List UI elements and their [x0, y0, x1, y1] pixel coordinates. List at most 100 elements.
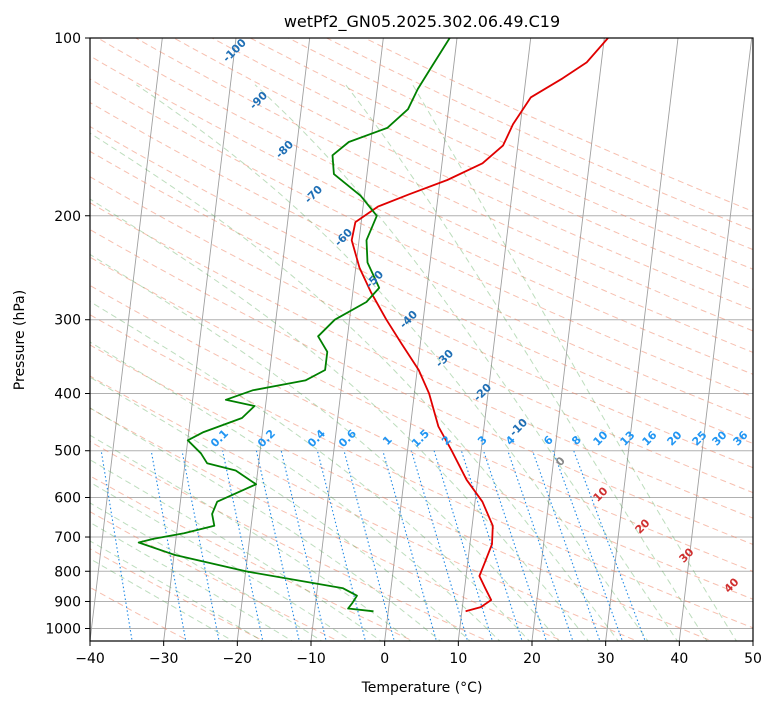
mixing-ratio-line [573, 450, 646, 641]
data-series [137, 38, 609, 613]
moist-adiabat-line [254, 84, 679, 641]
dry-adiabat-label: -100 [220, 36, 249, 65]
mixing-ratio-label: 25 [690, 429, 710, 449]
mixing-ratio-line [343, 450, 395, 641]
y-tick-label: 900 [54, 594, 81, 610]
x-tick-label: 20 [523, 651, 541, 667]
dry-adiabat-line [90, 78, 753, 398]
mixing-ratio-line [100, 450, 133, 641]
isotherm-line [310, 38, 384, 641]
x-tick-label: −40 [75, 651, 105, 667]
dry-adiabat-line [90, 284, 753, 600]
y-axis-label: Pressure (hPa) [12, 290, 28, 390]
mixing-ratio-label: 1.5 [409, 427, 432, 450]
moist-adiabat-line [90, 132, 619, 641]
dewpoint-profile [137, 38, 451, 613]
isotherm-line [752, 637, 753, 641]
mixing-ratio-line [222, 450, 264, 641]
x-tick-label: 0 [380, 651, 389, 667]
mixing-ratio-line [410, 450, 469, 641]
mixing-ratio-label: 8 [569, 433, 584, 448]
moist-adiabat-label: 40 [722, 575, 742, 595]
isotherm-line [531, 38, 605, 641]
mixing-ratio-line [382, 450, 437, 641]
mixing-ratio-label: 0.4 [305, 427, 328, 450]
dry-adiabat-line [90, 150, 753, 469]
y-tick-label: 600 [54, 490, 81, 506]
mixing-ratio-line [552, 450, 624, 641]
y-tick-label: 200 [54, 209, 81, 225]
moist-adiabat-line [412, 84, 738, 641]
isotherm-line [678, 38, 753, 641]
dry-adiabat-label: -60 [332, 226, 355, 249]
dry-adiabat-line [90, 229, 753, 545]
dry-adiabat-line [90, 55, 753, 375]
y-tick-label: 500 [54, 444, 81, 460]
x-tick-label: −20 [223, 651, 253, 667]
mixing-ratio-label: 13 [618, 429, 638, 449]
moist-adiabat-label: 20 [633, 516, 653, 536]
mixing-ratio-label: 6 [541, 433, 556, 448]
mixing-ratio-line [181, 450, 220, 641]
dry-adiabat-label: -70 [302, 183, 325, 206]
mixing-ratio-line [280, 450, 327, 641]
moist-adiabat-label: 10 [591, 484, 611, 504]
mixing-ratio-label: 16 [640, 428, 660, 448]
mixing-ratio-line [460, 450, 523, 641]
dry-adiabat-line [90, 126, 753, 445]
moist-adiabat-line [136, 84, 649, 641]
isotherm-line [163, 38, 237, 641]
background-grid [54, 38, 753, 644]
isotherm-line [90, 38, 163, 641]
dry-adiabat-line [325, 38, 753, 231]
mixing-ratio-label: 0.1 [208, 427, 231, 450]
temperature-profile [350, 38, 609, 613]
y-tick-label: 300 [54, 313, 81, 329]
mixing-ratio-label: 30 [710, 428, 730, 448]
x-axis-label: Temperature (°C) [361, 680, 483, 696]
mixing-ratio-label: 2 [439, 433, 454, 448]
dry-adiabat-line [90, 101, 753, 421]
dry-adiabat-label: -80 [273, 138, 296, 161]
mixing-ratio-line [255, 450, 300, 641]
moist-adiabat-line [90, 558, 234, 641]
mixing-ratio-line [482, 450, 547, 641]
x-tick-label: 30 [597, 651, 615, 667]
dry-adiabat-label: -20 [471, 381, 494, 404]
dry-adiabat-line [90, 256, 753, 572]
dry-adiabat-label: -40 [397, 308, 420, 331]
x-tick-label: 40 [670, 651, 688, 667]
y-tick-label: 800 [54, 564, 81, 580]
mixing-ratio-label: 10 [591, 428, 611, 448]
y-tick-label: 700 [54, 530, 81, 546]
y-axis-ticks: 100 200 300 400 500 600 700 800 900 1000 [45, 31, 90, 637]
dry-adiabat-line [90, 176, 753, 494]
dry-adiabat-line [90, 314, 753, 629]
mixing-ratio-label: 3 [475, 433, 490, 448]
moist-adiabat-line [90, 253, 560, 641]
dry-adiabat-label: -90 [247, 89, 270, 112]
x-tick-label: 50 [744, 651, 762, 667]
dry-adiabat-line [249, 38, 753, 270]
moist-adiabat-line [90, 502, 323, 641]
dry-adiabat-line [90, 407, 564, 641]
dry-adiabat-line [90, 548, 265, 641]
x-tick-label: −30 [149, 651, 179, 667]
dry-adiabat-line [90, 375, 639, 641]
mixing-ratio-label: 36 [731, 428, 751, 448]
x-tick-label: −10 [296, 651, 326, 667]
x-axis-ticks: −40 −30 −20 −10 0 10 20 30 40 50 [75, 641, 762, 667]
moist-adiabat-line [90, 459, 382, 641]
moist-adiabat-line [90, 481, 353, 641]
moist-adiabat-line [90, 300, 531, 641]
dry-adiabat-line [90, 475, 415, 641]
dry-adiabat-label: -30 [433, 347, 456, 370]
chart-title: wetPf2_GN05.2025.302.06.49.C19 [284, 12, 560, 32]
dry-adiabat-label: -50 [363, 268, 386, 291]
y-tick-label: 100 [54, 31, 81, 47]
mixing-ratio-label: 1 [380, 433, 395, 448]
moist-adiabat-line [90, 521, 293, 641]
mixing-ratio-line [54, 451, 82, 644]
dry-adiabat-line [90, 202, 753, 519]
